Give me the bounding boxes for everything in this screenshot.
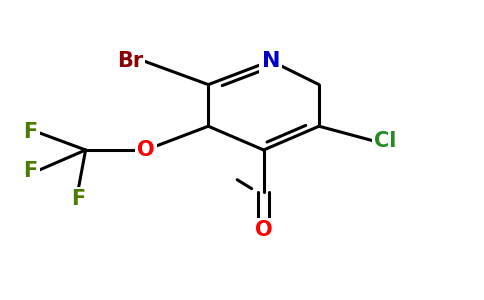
Text: O: O <box>255 220 272 240</box>
Text: F: F <box>71 189 86 208</box>
Text: F: F <box>23 161 37 181</box>
Text: N: N <box>262 51 280 71</box>
Text: F: F <box>23 122 37 142</box>
Text: Cl: Cl <box>374 131 397 151</box>
Text: Br: Br <box>117 51 143 71</box>
Text: O: O <box>137 140 154 160</box>
